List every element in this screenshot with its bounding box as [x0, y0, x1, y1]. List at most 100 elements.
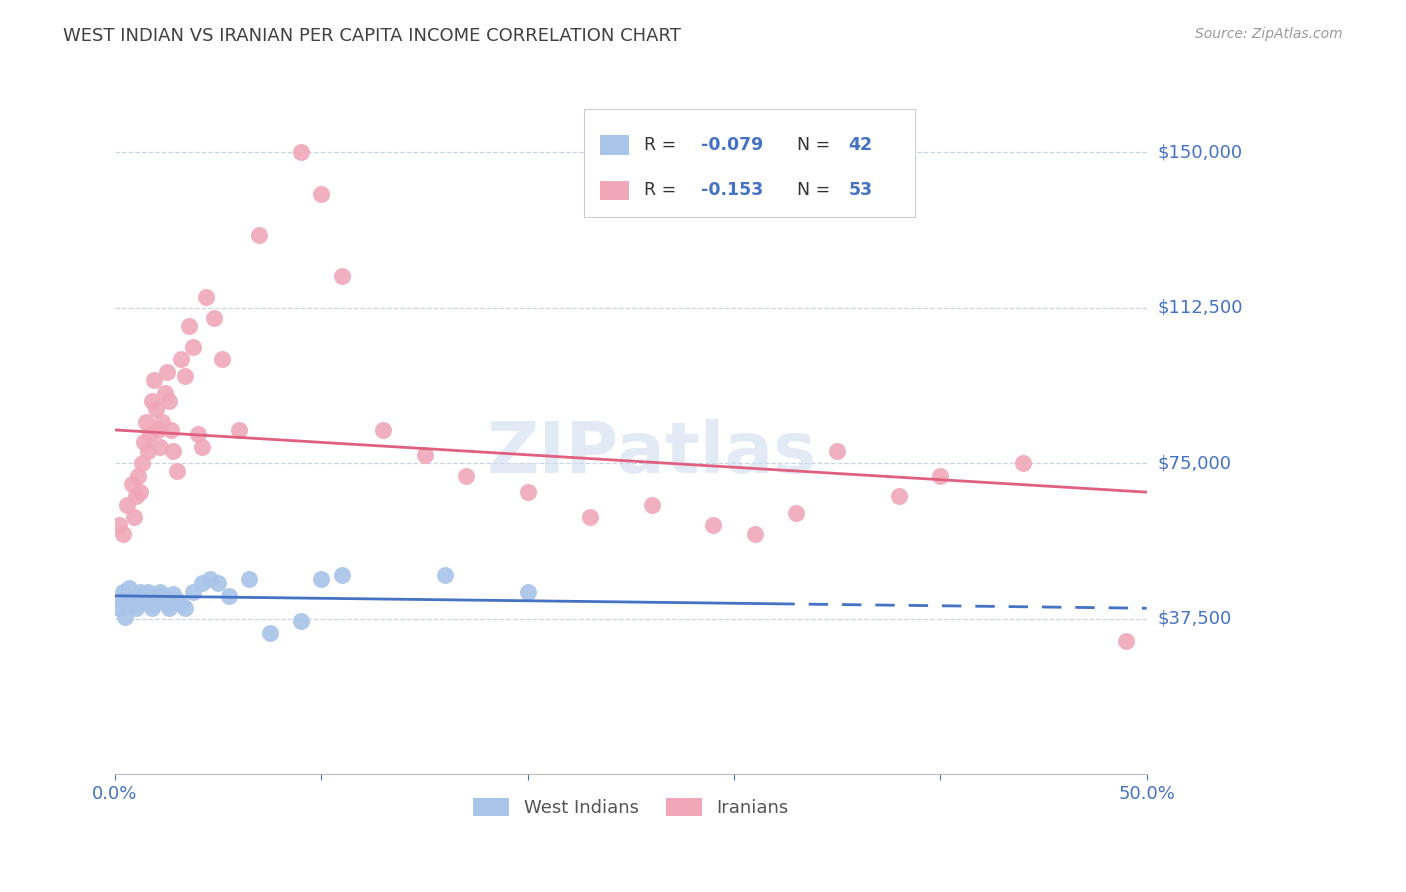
Point: [454, 468, 477, 483]
Text: $75,000: $75,000: [1159, 454, 1232, 472]
Point: [112, 584, 135, 599]
Point: [149, 584, 172, 599]
Point: [153, 385, 176, 400]
Point: [198, 572, 221, 586]
Point: [121, 593, 143, 607]
Point: [162, 587, 184, 601]
Text: $150,000: $150,000: [1159, 143, 1243, 161]
Point: [122, 510, 145, 524]
Point: [228, 423, 250, 437]
Point: [131, 593, 153, 607]
Point: [139, 427, 162, 442]
Text: $37,500: $37,500: [1159, 609, 1232, 628]
Point: [152, 415, 174, 429]
Point: [118, 581, 141, 595]
Point: [413, 448, 436, 462]
Point: [132, 595, 155, 609]
Point: [202, 310, 225, 325]
Point: [330, 568, 353, 582]
Point: [190, 440, 212, 454]
Point: [207, 576, 229, 591]
Point: [162, 443, 184, 458]
Point: [330, 269, 353, 284]
Point: [148, 423, 170, 437]
Point: [141, 601, 163, 615]
Point: [157, 601, 180, 615]
Point: [145, 589, 167, 603]
Point: [108, 518, 131, 533]
Point: [238, 572, 260, 586]
Point: [702, 518, 724, 533]
Point: [159, 593, 181, 607]
Point: [1115, 634, 1137, 648]
Text: -0.079: -0.079: [702, 136, 763, 154]
Point: [785, 506, 807, 520]
FancyBboxPatch shape: [585, 109, 915, 217]
Point: [218, 589, 240, 603]
Point: [170, 597, 193, 611]
Text: 53: 53: [849, 181, 873, 200]
Point: [516, 485, 538, 500]
Point: [149, 440, 172, 454]
Point: [136, 443, 159, 458]
Point: [174, 369, 197, 384]
Point: [121, 476, 143, 491]
Point: [117, 589, 139, 603]
Point: [929, 468, 952, 483]
Point: [889, 489, 911, 503]
Point: [145, 402, 167, 417]
Point: [132, 435, 155, 450]
Point: [128, 584, 150, 599]
Text: 42: 42: [849, 136, 873, 154]
Point: [179, 319, 201, 334]
Point: [117, 498, 139, 512]
Point: [148, 591, 170, 605]
Point: [110, 593, 132, 607]
Text: Source: ZipAtlas.com: Source: ZipAtlas.com: [1195, 27, 1343, 41]
Point: [143, 597, 166, 611]
Point: [114, 609, 136, 624]
Point: [290, 614, 312, 628]
Text: ZIPatlas: ZIPatlas: [486, 419, 817, 488]
Point: [128, 485, 150, 500]
Point: [112, 526, 135, 541]
Point: [183, 584, 205, 599]
Point: [516, 584, 538, 599]
Point: [373, 423, 395, 437]
Point: [131, 456, 153, 470]
Legend: West Indians, Iranians: West Indians, Iranians: [465, 790, 796, 824]
Point: [190, 576, 212, 591]
Point: [640, 498, 662, 512]
Text: -0.153: -0.153: [702, 181, 763, 200]
Point: [259, 626, 281, 640]
Point: [1012, 456, 1035, 470]
Text: WEST INDIAN VS IRANIAN PER CAPITA INCOME CORRELATION CHART: WEST INDIAN VS IRANIAN PER CAPITA INCOME…: [63, 27, 681, 45]
Point: [578, 510, 600, 524]
Point: [187, 427, 209, 442]
Point: [311, 186, 333, 201]
Point: [155, 597, 177, 611]
Point: [136, 584, 159, 599]
Point: [143, 373, 166, 387]
Point: [152, 589, 174, 603]
Point: [249, 227, 271, 242]
Point: [211, 352, 233, 367]
Point: [124, 601, 146, 615]
Point: [155, 365, 177, 379]
Point: [153, 593, 176, 607]
Point: [166, 593, 188, 607]
Text: R =: R =: [644, 136, 682, 154]
Point: [141, 393, 163, 408]
Point: [159, 423, 181, 437]
Point: [311, 572, 333, 586]
Point: [194, 290, 217, 304]
Point: [174, 601, 197, 615]
Point: [139, 593, 162, 607]
Point: [135, 415, 157, 429]
Point: [157, 393, 180, 408]
Point: [166, 464, 188, 478]
Point: [434, 568, 457, 582]
Point: [124, 489, 146, 503]
Point: [127, 468, 149, 483]
Text: N =: N =: [797, 136, 835, 154]
